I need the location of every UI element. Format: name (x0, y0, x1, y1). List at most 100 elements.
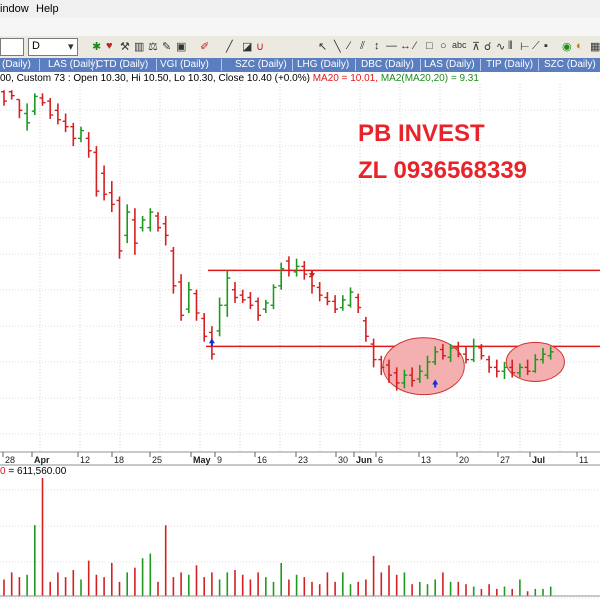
price-bar (16, 98, 23, 119)
more-tools-icon[interactable]: ▪ (544, 40, 548, 52)
rectangle-icon[interactable]: □ (426, 40, 433, 52)
tab-separator (480, 59, 481, 71)
price-info-line: 00, Custom 73 : Open 10.30, Hi 10.50, Lo… (0, 73, 479, 84)
menu-window[interactable]: indow (0, 3, 29, 15)
price-bar (439, 344, 446, 360)
tab-separator (292, 59, 293, 71)
pen-icon[interactable]: ✐ (200, 41, 210, 53)
eraser-icon[interactable]: ◪ (242, 41, 253, 53)
price-bar (262, 299, 269, 314)
refresh-icon[interactable]: ◉ (562, 41, 572, 53)
price-bar (378, 355, 385, 376)
template-icon[interactable]: ▣ (176, 41, 187, 53)
price-bar (501, 361, 508, 380)
scale-icon[interactable]: ⚖ (148, 41, 158, 53)
ray-icon[interactable]: ⁄ (348, 40, 350, 52)
highlight-ellipse (382, 337, 465, 396)
tab-9[interactable]: SZC (Daily) (544, 59, 596, 70)
tab-separator (538, 59, 539, 71)
price-bar (1, 90, 7, 106)
price-bar (116, 196, 123, 259)
ma2-value: MA2(MA20,20) = 9.31 (380, 73, 479, 84)
price-bar (509, 359, 516, 378)
channel-icon[interactable]: ⫽ (360, 40, 365, 52)
gann-icon[interactable]: ⫴ (508, 40, 513, 52)
price-bar (70, 122, 77, 147)
tab-5[interactable]: LHG (Daily) (297, 59, 350, 70)
arrow-line-icon[interactable]: ↔ (400, 40, 411, 52)
price-summary: 00, Custom 73 : Open 10.30, Hi 10.50, Lo… (0, 73, 310, 84)
volume-info-line: 0 = 611,560.00 (0, 466, 66, 477)
price-bar (324, 292, 331, 306)
x-tick-label: 13 (421, 455, 431, 465)
price-bar (193, 289, 200, 321)
price-bar (201, 313, 208, 342)
fib-icon[interactable]: ⊼ (472, 41, 481, 53)
layout-icon[interactable]: ▦ (590, 41, 600, 53)
price-bar (78, 126, 84, 143)
price-bar (463, 346, 469, 364)
menu-help[interactable]: Help (36, 3, 59, 15)
date-axis: 28 Apr 12 18 25 May 9 16 23 30 Jun 6 13 20 27 Jul 11 (0, 451, 600, 466)
x-tick-label: Jul (532, 455, 545, 465)
ellipse-icon[interactable]: ○ (440, 40, 447, 52)
price-bar (54, 103, 61, 125)
price-bar (47, 97, 54, 119)
chart-grid (0, 84, 600, 599)
price-bar (432, 346, 439, 366)
tab-2[interactable]: CTD (Daily) (96, 59, 149, 70)
horizontal-line-icon[interactable]: — (386, 40, 397, 52)
price-bar (416, 365, 423, 383)
heart-icon[interactable]: ♥ (106, 40, 113, 52)
trend-icon[interactable]: ⁄ (414, 40, 416, 52)
zoom-icon[interactable]: ◐ (576, 40, 583, 52)
x-tick-label: 23 (298, 455, 308, 465)
interval-dropdown-icon[interactable]: ▾ (68, 41, 74, 53)
tab-1[interactable]: LAS (Daily) (48, 59, 99, 70)
tab-separator (156, 59, 157, 71)
fan-icon[interactable]: ⊢ (520, 41, 530, 53)
price-bar (62, 113, 69, 133)
tab-0[interactable]: (Daily) (2, 59, 31, 70)
price-bar (470, 338, 477, 362)
volume-max: = 611,560.00 (5, 466, 67, 477)
draw-icon[interactable]: ✎ (162, 41, 172, 53)
magnet-icon[interactable]: ∪ (256, 41, 265, 53)
price-bar (8, 90, 15, 100)
tab-8[interactable]: TIP (Daily) (486, 59, 534, 70)
price-bar (355, 293, 362, 314)
symbol-field[interactable] (0, 38, 24, 56)
up-arrow (208, 338, 215, 347)
price-bar (124, 204, 131, 244)
price-bar (486, 355, 493, 373)
vertical-line-icon[interactable]: ↕ (374, 40, 380, 52)
line-icon[interactable]: ╲ (334, 41, 341, 53)
text-icon[interactable]: abc (452, 40, 467, 50)
chart-icon[interactable]: ⚒ (120, 41, 130, 53)
price-bar (31, 93, 38, 116)
brush-icon[interactable]: ╱ (226, 41, 233, 53)
x-tick-label: 18 (114, 455, 124, 465)
select-icon[interactable]: ↖ (318, 41, 328, 53)
price-bar (178, 274, 185, 321)
arc-icon[interactable]: ☌ (484, 41, 492, 53)
price-bar (85, 132, 92, 158)
price-bar (24, 103, 31, 131)
bar-icon[interactable]: ▥ (134, 41, 145, 53)
price-bar (301, 261, 308, 280)
tab-4[interactable]: SZC (Daily) (235, 59, 287, 70)
price-bar (393, 367, 400, 391)
tab-3[interactable]: VGI (Daily) (160, 59, 209, 70)
x-tick-label: 12 (80, 455, 90, 465)
gear-icon[interactable]: ✱ (92, 41, 102, 53)
tab-6[interactable]: DBC (Daily) (361, 59, 414, 70)
interval-select[interactable]: D (28, 38, 78, 56)
cycle-icon[interactable]: ∿ (496, 41, 506, 53)
price-bar (185, 281, 192, 314)
tab-separator (39, 59, 40, 71)
tab-separator (92, 59, 93, 71)
triangle-icon[interactable]: ⟋ (532, 40, 540, 52)
tab-7[interactable]: LAS (Daily) (424, 59, 475, 70)
x-tick-label: Apr (34, 455, 50, 465)
